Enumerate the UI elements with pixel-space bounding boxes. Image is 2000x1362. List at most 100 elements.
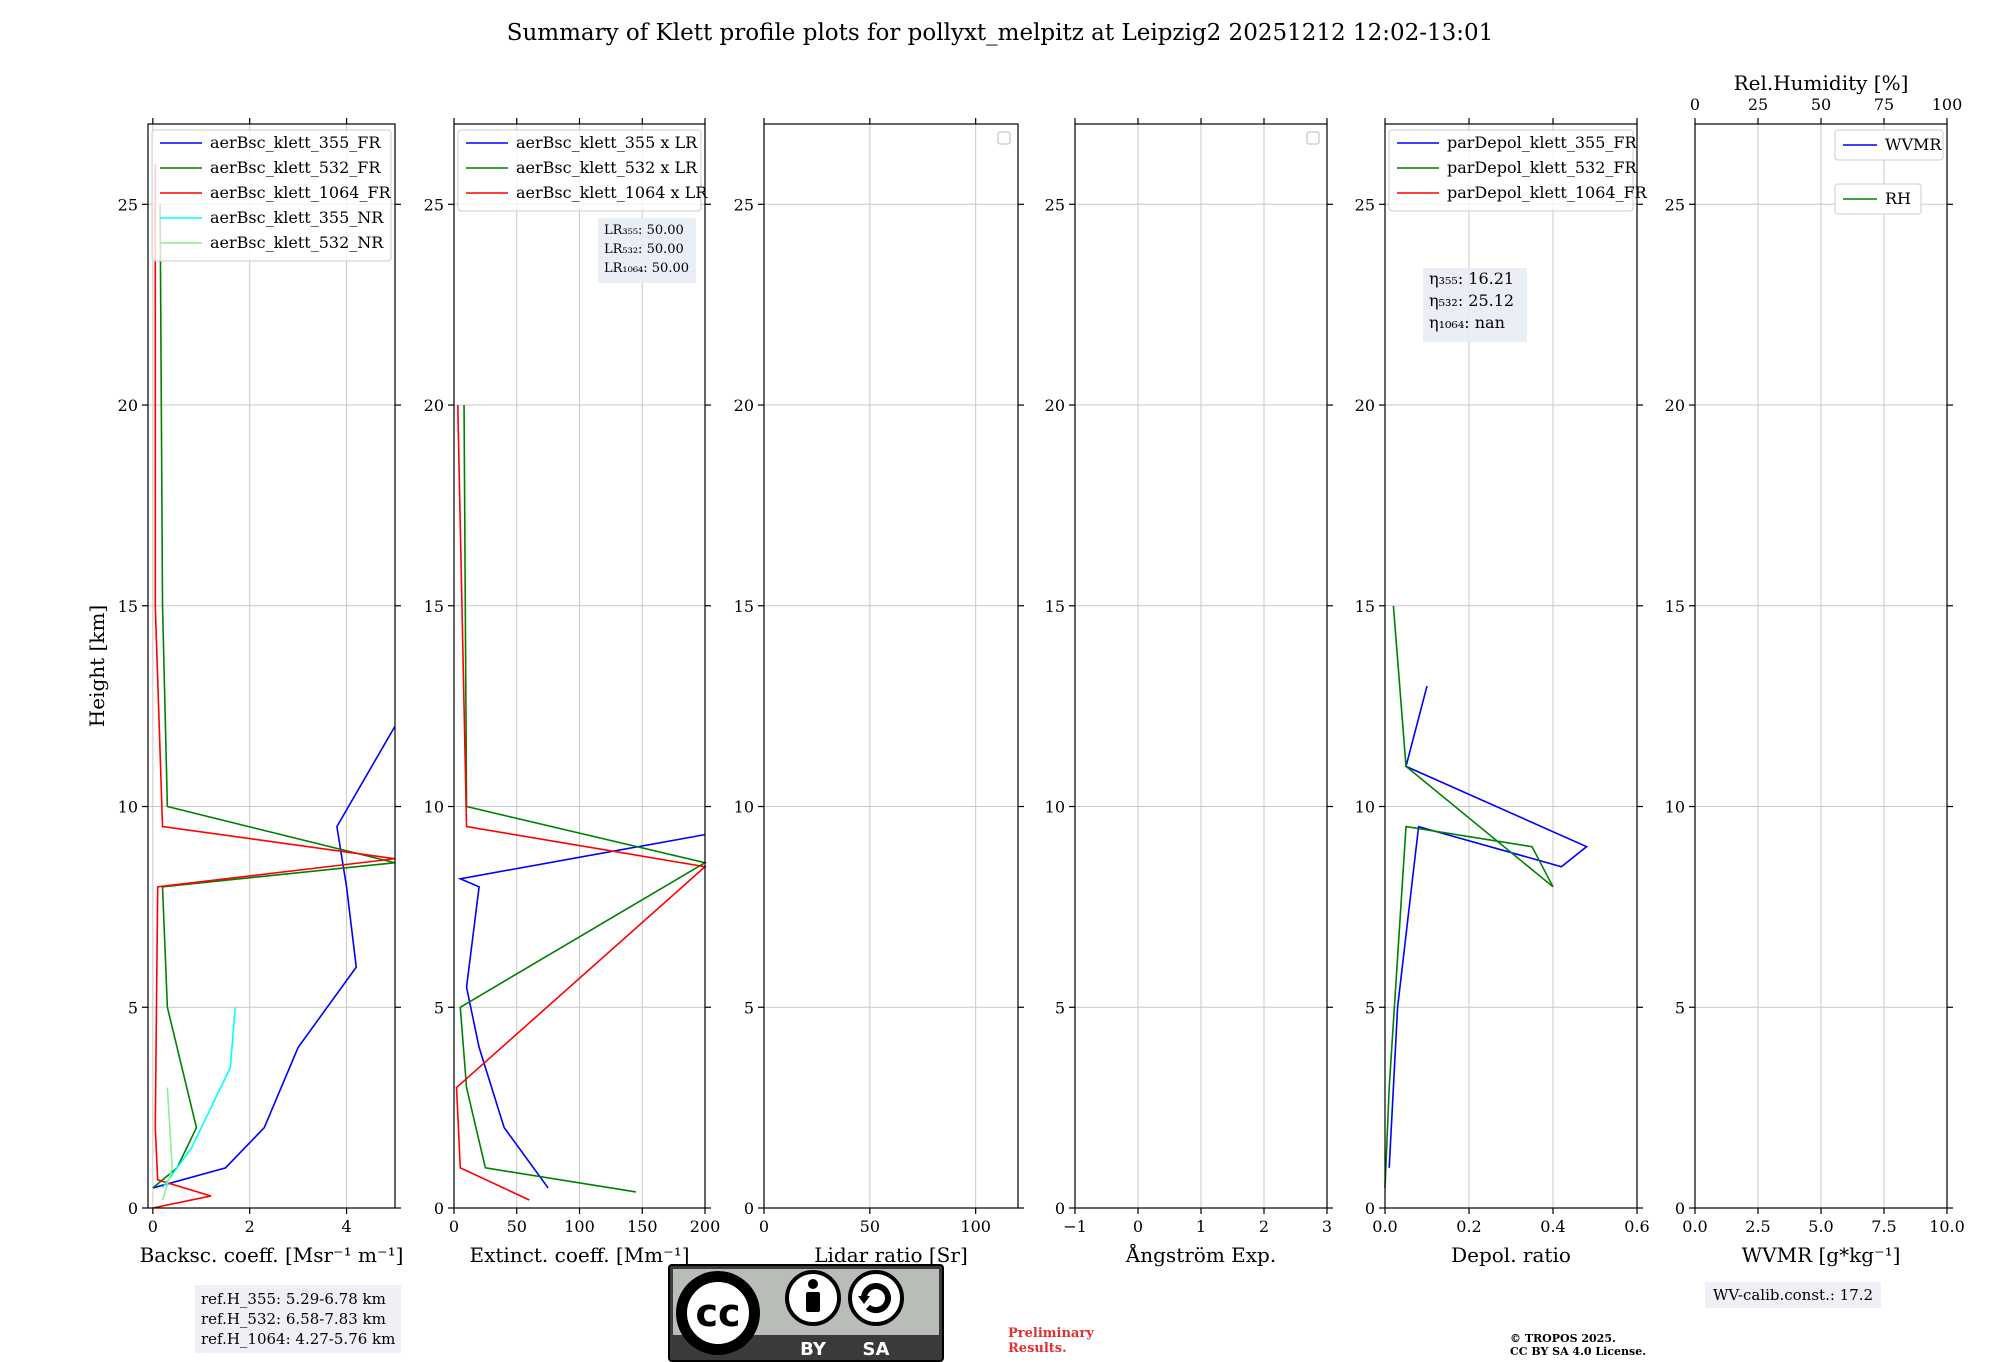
y-tick-label: 10 — [1665, 798, 1685, 817]
copyright-notice: © TROPOS 2025. CC BY SA 4.0 License. — [1510, 1332, 1646, 1358]
y-tick-label: 10 — [118, 798, 138, 817]
legend-label: RH — [1885, 189, 1911, 208]
axes-frame — [763, 123, 1019, 1209]
cc-by-label: BY — [800, 1339, 827, 1360]
annotation-box — [598, 218, 696, 283]
panel-5: 0.0 0.2 0.4 0.6 0 5 10 15 20 25 Depol. ratio parDep… — [1355, 118, 1650, 1267]
y-tick-label: 15 — [1665, 597, 1685, 616]
x2-tick-label: 50 — [1811, 95, 1831, 114]
x2-tick-label: 0 — [1690, 95, 1700, 114]
preliminary-notice: Preliminary Results. — [1008, 1326, 1094, 1356]
x-tick-label: 2 — [1259, 1217, 1269, 1236]
y-tick-label: 20 — [734, 396, 754, 415]
x-tick-label: 0.6 — [1624, 1217, 1649, 1236]
series-line-3 — [455, 405, 707, 1201]
empty-legend-box — [1306, 131, 1320, 145]
legend-box — [151, 129, 392, 262]
x-tick-label: 0.0 — [1682, 1217, 1707, 1236]
legend-label: aerBsc_klett_1064 x LR — [516, 183, 708, 202]
x2-axis-label: Rel.Humidity [%] — [1734, 71, 1909, 95]
x-tick-label: −1 — [1063, 1217, 1087, 1236]
cc-logo-text: cc — [695, 1291, 740, 1335]
legend-label: aerBsc_klett_1064_FR — [210, 183, 392, 202]
x-tick-label: 2.5 — [1745, 1217, 1770, 1236]
panel-3: 0 50 100 0 5 10 15 20 25 Lidar ratio [Sr] — [734, 118, 1024, 1267]
preliminary-line-1: Preliminary — [1008, 1326, 1094, 1341]
y-tick-label: 15 — [118, 597, 138, 616]
series-line-2 — [459, 405, 708, 1193]
y-tick-label: 15 — [734, 597, 754, 616]
y-tick-label: 5 — [128, 998, 138, 1017]
y-tick-label: 0 — [1675, 1199, 1685, 1218]
legend-label: parDepol_klett_1064_FR — [1447, 183, 1648, 202]
x-axis-label: Lidar ratio [Sr] — [814, 1243, 968, 1267]
x-axis-label: Depol. ratio — [1451, 1243, 1571, 1267]
y-tick-label: 0 — [434, 1199, 444, 1218]
legend-label: aerBsc_klett_355 x LR — [516, 133, 698, 152]
x-tick-label: 200 — [690, 1217, 721, 1236]
y-tick-label: 10 — [1045, 798, 1065, 817]
x-tick-label: 0 — [759, 1217, 769, 1236]
annotation-text: LR₅₃₂: 50.00 — [604, 242, 684, 257]
x-tick-label: 0 — [1133, 1217, 1143, 1236]
y-tick-label: 25 — [734, 195, 754, 214]
cc-sa-label: SA — [863, 1339, 890, 1360]
annotation-text: η₅₃₂: 25.12 — [1429, 291, 1514, 310]
x-tick-label: 100 — [960, 1217, 991, 1236]
x-tick-label: 1 — [1196, 1217, 1206, 1236]
y-tick-label: 25 — [1665, 195, 1685, 214]
y-tick-label: 15 — [1045, 597, 1065, 616]
y-tick-label: 20 — [118, 396, 138, 415]
y-tick-label: 10 — [1355, 798, 1375, 817]
y-tick-label: 5 — [434, 998, 444, 1017]
legend-box — [1834, 129, 1944, 161]
legend-label: parDepol_klett_355_FR — [1447, 133, 1638, 152]
x-tick-label: 7.5 — [1871, 1217, 1896, 1236]
x-tick-label: 2 — [245, 1217, 255, 1236]
series-line-1 — [152, 725, 396, 1189]
y-tick-label: 25 — [1355, 195, 1375, 214]
x2-tick-label: 100 — [1932, 95, 1963, 114]
annotation-text: η₁₀₆₄: nan — [1429, 313, 1505, 332]
person-icon — [808, 1279, 818, 1289]
series-line-3 — [152, 164, 396, 1209]
x-tick-label: 0.0 — [1372, 1217, 1397, 1236]
legend-box — [457, 129, 702, 212]
legend-box — [1834, 183, 1922, 215]
legend-box — [1388, 129, 1634, 212]
series-line-2 — [152, 204, 396, 1189]
reference-heights-box: ref.H_355: 5.29-6.78 km ref.H_532: 6.58-… — [195, 1285, 402, 1353]
y-axis-label: Height [km] — [85, 605, 109, 727]
annotation-text: η₃₅₅: 16.21 — [1429, 269, 1514, 288]
y-tick-label: 20 — [1045, 396, 1065, 415]
y-tick-label: 25 — [424, 195, 444, 214]
x2-tick-label: 25 — [1748, 95, 1768, 114]
y-tick-label: 15 — [424, 597, 444, 616]
x-tick-label: 50 — [860, 1217, 880, 1236]
copyright-line-2: CC BY SA 4.0 License. — [1510, 1345, 1647, 1358]
panel-1: 0 2 4 0 5 10 15 20 25 Backsc. coeff. [Msr⁻¹ m⁻¹] H… — [85, 118, 403, 1267]
x-tick-label: 0 — [449, 1217, 459, 1236]
x-tick-label: 5.0 — [1808, 1217, 1833, 1236]
x-tick-label: 0.4 — [1540, 1217, 1565, 1236]
x-tick-label: 100 — [564, 1217, 595, 1236]
x-tick-label: 150 — [627, 1217, 658, 1236]
preliminary-line-2: Results. — [1008, 1341, 1067, 1356]
panel-2: 0 50 100 150 200 0 5 10 15 20 25 Extinct. coeff. [M… — [424, 118, 721, 1267]
x-axis-label: Extinct. coeff. [Mm⁻¹] — [469, 1243, 689, 1267]
y-tick-label: 20 — [1665, 396, 1685, 415]
x2-tick-label: 75 — [1874, 95, 1894, 114]
panel-6: 0.0 2.5 5.0 7.5 10.0 0 5 10 15 20 25 WVMR [g*kg⁻¹] 0… — [1665, 71, 1965, 1267]
figure-title: Summary of Klett profile plots for polly… — [506, 20, 1494, 46]
y-tick-label: 20 — [1355, 396, 1375, 415]
ref-height-1064: ref.H_1064: 4.27-5.76 km — [201, 1330, 396, 1348]
cc-by-sa-logo: cc BY SA — [668, 1264, 944, 1362]
legend-label: aerBsc_klett_532_NR — [210, 233, 384, 252]
x-axis-label: Backsc. coeff. [Msr⁻¹ m⁻¹] — [140, 1243, 404, 1267]
series-line-1 — [457, 833, 706, 1189]
annotation-box — [1423, 268, 1527, 342]
legend-label: parDepol_klett_532_FR — [1447, 158, 1638, 177]
legend-label: aerBsc_klett_532 x LR — [516, 158, 698, 177]
